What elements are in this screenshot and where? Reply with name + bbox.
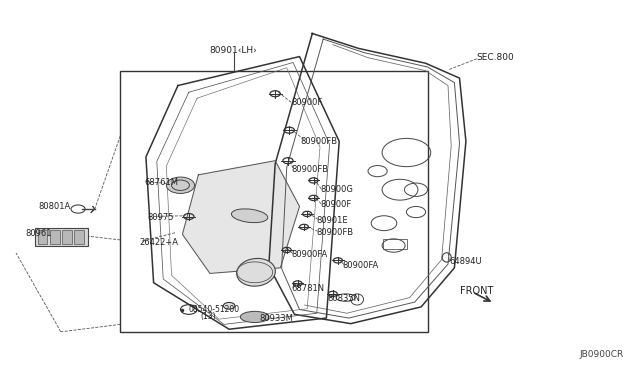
Text: 68781N: 68781N — [291, 284, 324, 293]
Text: (13): (13) — [200, 312, 216, 321]
Bar — [120, 71, 428, 332]
Bar — [35, 228, 88, 246]
Text: SEC.800: SEC.800 — [477, 53, 515, 62]
Circle shape — [223, 302, 235, 309]
Bar — [50, 230, 60, 244]
Text: 80961: 80961 — [26, 229, 52, 238]
Text: JB0900CR: JB0900CR — [580, 350, 624, 359]
Text: FRONT: FRONT — [460, 286, 493, 296]
Text: 80901E: 80901E — [317, 216, 348, 225]
Ellipse shape — [237, 259, 275, 286]
Text: 80933M: 80933M — [259, 314, 293, 323]
Text: 80900FB: 80900FB — [291, 165, 328, 174]
Ellipse shape — [232, 209, 268, 222]
Text: 80975: 80975 — [147, 213, 173, 222]
Text: 80900G: 80900G — [320, 185, 353, 194]
Text: 68761M: 68761M — [144, 178, 178, 187]
Text: 08540-51200: 08540-51200 — [189, 305, 240, 314]
Ellipse shape — [241, 311, 269, 323]
Text: 80835N: 80835N — [328, 294, 361, 303]
Bar — [383, 239, 407, 249]
Text: 80900FA: 80900FA — [291, 250, 328, 259]
Text: 80900F: 80900F — [291, 98, 323, 107]
Polygon shape — [182, 161, 300, 273]
Text: 80801A: 80801A — [38, 202, 70, 211]
Text: 64894U: 64894U — [449, 257, 482, 266]
Text: 80900FB: 80900FB — [301, 137, 338, 146]
Bar — [38, 230, 47, 244]
Text: 80900FB: 80900FB — [317, 228, 354, 237]
Text: 80900F: 80900F — [320, 200, 351, 209]
Bar — [62, 230, 72, 244]
Text: 26422+A: 26422+A — [140, 238, 179, 247]
Text: 80900FA: 80900FA — [342, 262, 379, 270]
Circle shape — [166, 177, 195, 193]
Bar — [74, 230, 84, 244]
Text: 80901‹LH›: 80901‹LH› — [210, 46, 257, 55]
